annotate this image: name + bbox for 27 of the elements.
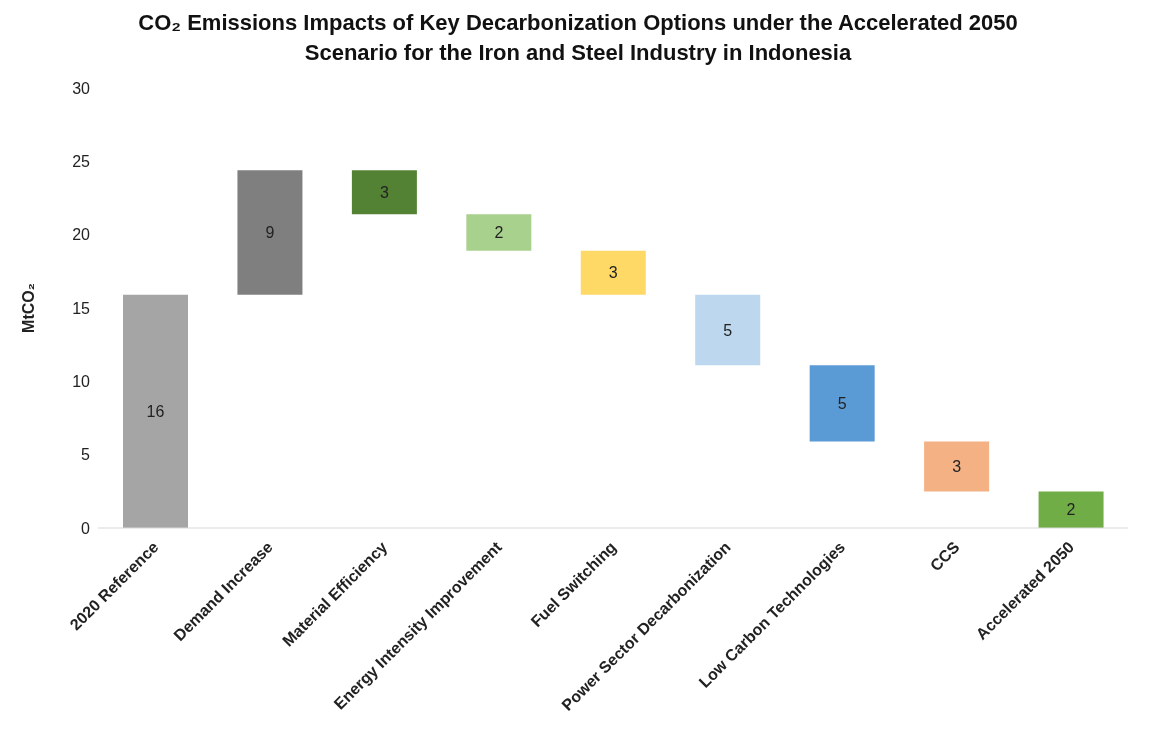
data-label: 5 (837, 395, 847, 413)
y-tick-label: 20 (72, 226, 91, 244)
y-tick-label: 0 (81, 519, 91, 537)
chart-title: CO₂ Emissions Impacts of Key Decarbonization Options under the Accelerated 2050 Scenario for the Iron and Steel Industry in Indonesia (137, 9, 1019, 67)
data-label: 16 (146, 403, 165, 421)
data-label: 2 (1066, 501, 1076, 519)
data-label: 5 (723, 321, 733, 339)
bar (237, 170, 303, 295)
data-label: 9 (265, 224, 275, 242)
bar (924, 441, 990, 492)
data-label: 3 (952, 458, 962, 476)
y-tick-label: 15 (72, 299, 91, 317)
bar (466, 214, 532, 251)
y-tick-label: 10 (72, 373, 91, 391)
y-tick-label: 5 (81, 446, 91, 464)
y-axis-title: MtCO₂ (20, 283, 37, 333)
bar (1038, 491, 1104, 528)
bar (580, 250, 646, 295)
bar (351, 170, 417, 215)
data-label: 2 (494, 224, 504, 242)
y-tick-label: 30 (72, 79, 91, 97)
data-label: 3 (379, 183, 389, 201)
bar (695, 294, 761, 366)
bar (123, 294, 188, 528)
data-label: 3 (608, 264, 618, 282)
bar (809, 365, 875, 442)
y-tick-label: 25 (72, 153, 91, 171)
